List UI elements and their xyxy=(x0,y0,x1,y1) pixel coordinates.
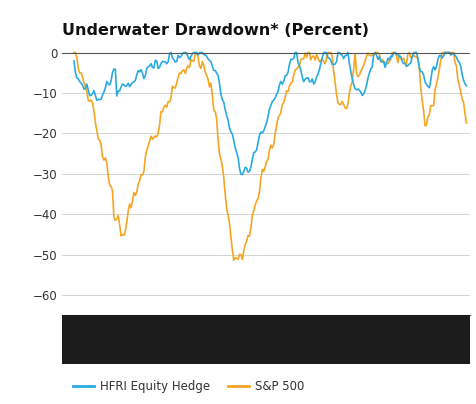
HFRI Equity Hedge xyxy=(307,79,313,84)
S&P 500 xyxy=(230,258,236,263)
S&P 500 xyxy=(463,120,468,125)
Line: S&P 500: S&P 500 xyxy=(74,53,466,261)
HFRI Equity Hedge xyxy=(168,50,173,55)
S&P 500 xyxy=(272,131,278,136)
HFRI Equity Hedge xyxy=(71,59,77,63)
Text: Underwater Drawdown* (Percent): Underwater Drawdown* (Percent) xyxy=(62,23,368,38)
HFRI Equity Hedge xyxy=(122,84,128,88)
S&P 500 xyxy=(122,229,128,234)
S&P 500 xyxy=(71,50,77,55)
HFRI Equity Hedge xyxy=(273,92,279,97)
S&P 500 xyxy=(345,101,350,106)
Legend: HFRI Equity Hedge, S&P 500: HFRI Equity Hedge, S&P 500 xyxy=(68,376,308,398)
S&P 500 xyxy=(276,113,282,118)
S&P 500 xyxy=(216,152,222,157)
S&P 500 xyxy=(306,50,312,55)
HFRI Equity Hedge xyxy=(218,92,223,97)
HFRI Equity Hedge xyxy=(239,172,245,177)
HFRI Equity Hedge xyxy=(463,83,468,88)
HFRI Equity Hedge xyxy=(346,61,352,66)
Line: HFRI Equity Hedge: HFRI Equity Hedge xyxy=(74,53,466,175)
HFRI Equity Hedge xyxy=(278,79,283,84)
